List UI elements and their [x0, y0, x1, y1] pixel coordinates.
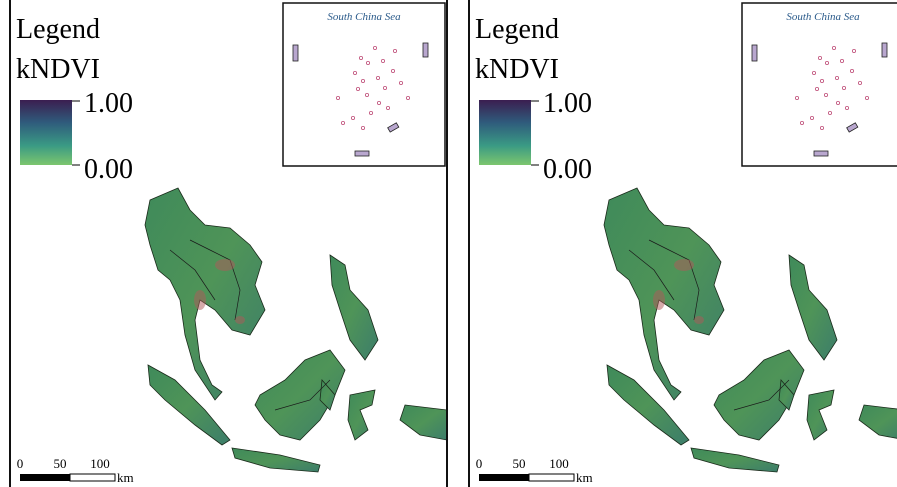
land: [603, 187, 897, 473]
inset-frame: [282, 2, 446, 167]
inset-label: South China Sea: [327, 11, 401, 23]
scale-label: 0: [476, 456, 483, 471]
colorbar-label: 1.00: [84, 88, 133, 119]
land: [144, 187, 447, 473]
scale-bar: [479, 474, 529, 481]
map-panel: South China Sea Legend kNDVI 1.00 0.00 0…: [468, 0, 897, 487]
scale-bar: [528, 473, 575, 482]
colorbar: [479, 100, 531, 165]
legend-variable: kNDVI: [16, 54, 100, 85]
legend-title: Legend: [16, 14, 100, 45]
legend-variable: kNDVI: [475, 54, 559, 85]
colorbar-label: 1.00: [543, 88, 592, 119]
scale-label: 100: [90, 456, 110, 471]
scale-unit: km: [576, 470, 593, 485]
colorbar-label: 0.00: [543, 154, 592, 185]
colorbar-label: 0.00: [84, 154, 133, 185]
legend-title: Legend: [475, 14, 559, 45]
panel-frame: [9, 0, 448, 487]
map-panel: South China Sea Legend kNDVI 1.00 0.00 0…: [9, 0, 448, 487]
inset-label: South China Sea: [786, 11, 860, 23]
colorbar: [20, 100, 72, 165]
scale-label: 0: [17, 456, 24, 471]
scale-label: 100: [549, 456, 569, 471]
scale-unit: km: [117, 470, 134, 485]
scale-bar: [20, 474, 70, 481]
scale-bar: [69, 473, 116, 482]
scale-label: 50: [54, 456, 67, 471]
inset-frame: [741, 2, 897, 167]
scale-label: 50: [513, 456, 526, 471]
